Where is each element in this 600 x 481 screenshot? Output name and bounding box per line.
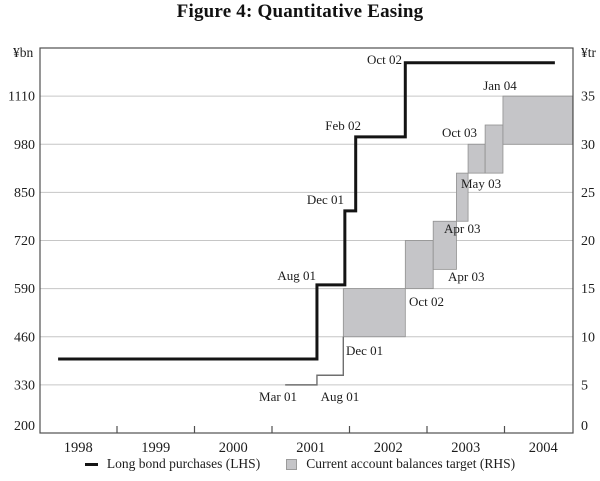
annotation-oct-02: Oct 02	[409, 294, 444, 309]
annotation-apr-03: Apr 03	[444, 221, 480, 236]
annotation-mar-01: Mar 01	[259, 389, 297, 404]
x-tick-label: 2003	[451, 440, 480, 456]
left-tick-label: 200	[14, 419, 35, 434]
right-tick-label: 5	[581, 378, 588, 393]
left-tick-label: 720	[14, 234, 35, 249]
annotation-may-03: May 03	[461, 176, 501, 191]
legend-label-long-bond: Long bond purchases (LHS)	[106, 456, 261, 471]
x-tick-label: 2002	[374, 440, 403, 456]
right-tick-label: 10	[581, 330, 595, 345]
right-axis-unit-label: ¥tr	[581, 45, 597, 60]
right-tick-label: 0	[581, 419, 588, 434]
left-tick-label: 460	[14, 330, 35, 345]
left-tick-label: 330	[14, 378, 35, 393]
chart-legend: Long bond purchases (LHS) Current accoun…	[0, 456, 600, 472]
left-tick-label: 590	[14, 282, 35, 297]
target-band-may-03	[467, 143, 486, 174]
right-tick-label: 35	[581, 90, 595, 105]
left-tick-label: 850	[14, 186, 35, 201]
target-step-line	[285, 336, 344, 386]
target-band-apr-03	[456, 172, 469, 222]
target-band-jan-04	[502, 95, 574, 145]
right-tick-label: 20	[581, 234, 595, 249]
figure-title: Figure 4: Quantitative Easing	[176, 1, 424, 22]
target-band-oct-02	[404, 240, 434, 290]
x-tick-label: 1998	[64, 440, 93, 456]
left-axis-unit-label: ¥bn	[13, 45, 34, 60]
target-band-oct-03	[484, 124, 504, 174]
annotation-aug-01: Aug 01	[321, 389, 360, 404]
legend-item-cab-target: Current account balances target (RHS)	[286, 456, 515, 472]
target-band-apr-03	[432, 220, 457, 270]
annotation-dec-01: Dec 01	[307, 192, 344, 207]
right-tick-label: 30	[581, 138, 595, 153]
right-tick-label: 15	[581, 282, 595, 297]
x-tick-label: 2004	[529, 440, 559, 456]
annotation-feb-02: Feb 02	[325, 118, 361, 133]
target-band-dec-01	[342, 288, 406, 338]
long-bond-purchases-line	[58, 61, 555, 361]
x-tick-label: 2001	[296, 440, 325, 456]
annotation-apr-03: Apr 03	[448, 269, 484, 284]
x-tick-label: 1999	[141, 440, 170, 456]
band-series-marker-icon	[286, 458, 298, 470]
annotation-dec-01: Dec 01	[346, 343, 383, 358]
annotation-oct-03: Oct 03	[442, 125, 477, 140]
line-series-marker-icon	[84, 462, 98, 466]
left-tick-label: 980	[14, 138, 35, 153]
annotation-jan-04: Jan 04	[483, 78, 517, 93]
legend-label-cab-target: Current account balances target (RHS)	[306, 456, 516, 471]
annotation-aug-01: Aug 01	[277, 268, 316, 283]
annotation-oct-02: Oct 02	[367, 52, 402, 67]
plot-frame	[39, 47, 574, 434]
legend-item-long-bond-purchases: Long bond purchases (LHS)	[84, 456, 261, 472]
x-tick-label: 2000	[219, 440, 248, 456]
left-tick-label: 1110	[8, 90, 35, 105]
right-tick-label: 25	[581, 186, 595, 201]
